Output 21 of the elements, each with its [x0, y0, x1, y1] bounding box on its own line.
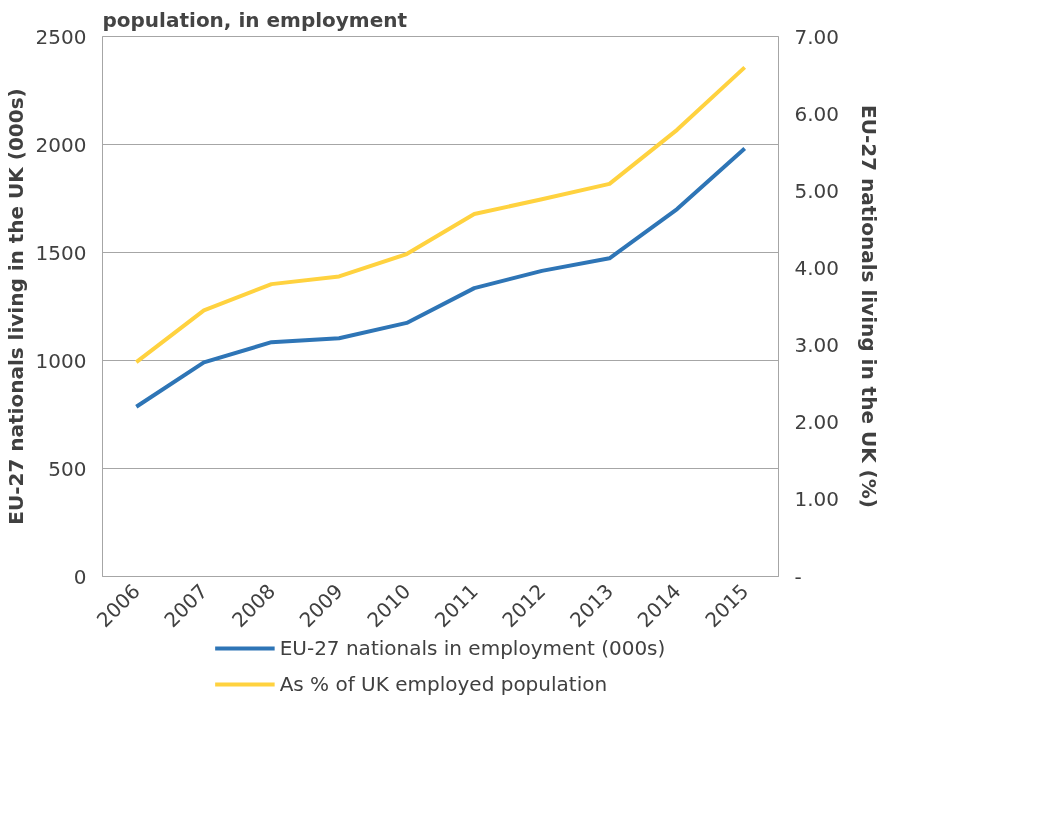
- y2-tick-label: 7.00: [794, 24, 840, 49]
- line-series: [134, 146, 747, 409]
- y2-tick-label: 6.00: [794, 101, 840, 126]
- legend-label: As % of UK employed population: [279, 672, 608, 696]
- legend-label: EU-27 nationals in employment (000s): [279, 636, 666, 660]
- y2-tick-label: 4.00: [794, 255, 840, 280]
- y2-tick-label: 3.00: [794, 333, 840, 358]
- y-tick-label: 2000: [35, 132, 87, 157]
- y-tick-label: 0: [73, 564, 87, 589]
- y-axis-title: EU-27 nationals living in the UK (000s): [3, 88, 28, 525]
- y-tick-label: 1500: [35, 240, 87, 265]
- line-series: [134, 65, 747, 365]
- y-tick-label: 2500: [35, 24, 87, 49]
- chart-title: population, in employment: [102, 7, 408, 32]
- y-tick-label: 500: [48, 456, 87, 481]
- y2-tick-label: 5.00: [794, 178, 840, 203]
- y-tick-label: 1000: [35, 348, 87, 373]
- y2-tick-label: -: [794, 564, 802, 589]
- y2-axis-title: EU-27 nationals living in the UK (%): [857, 105, 882, 508]
- y2-tick-label: 1.00: [794, 487, 840, 512]
- y2-tick-label: 2.00: [794, 410, 840, 435]
